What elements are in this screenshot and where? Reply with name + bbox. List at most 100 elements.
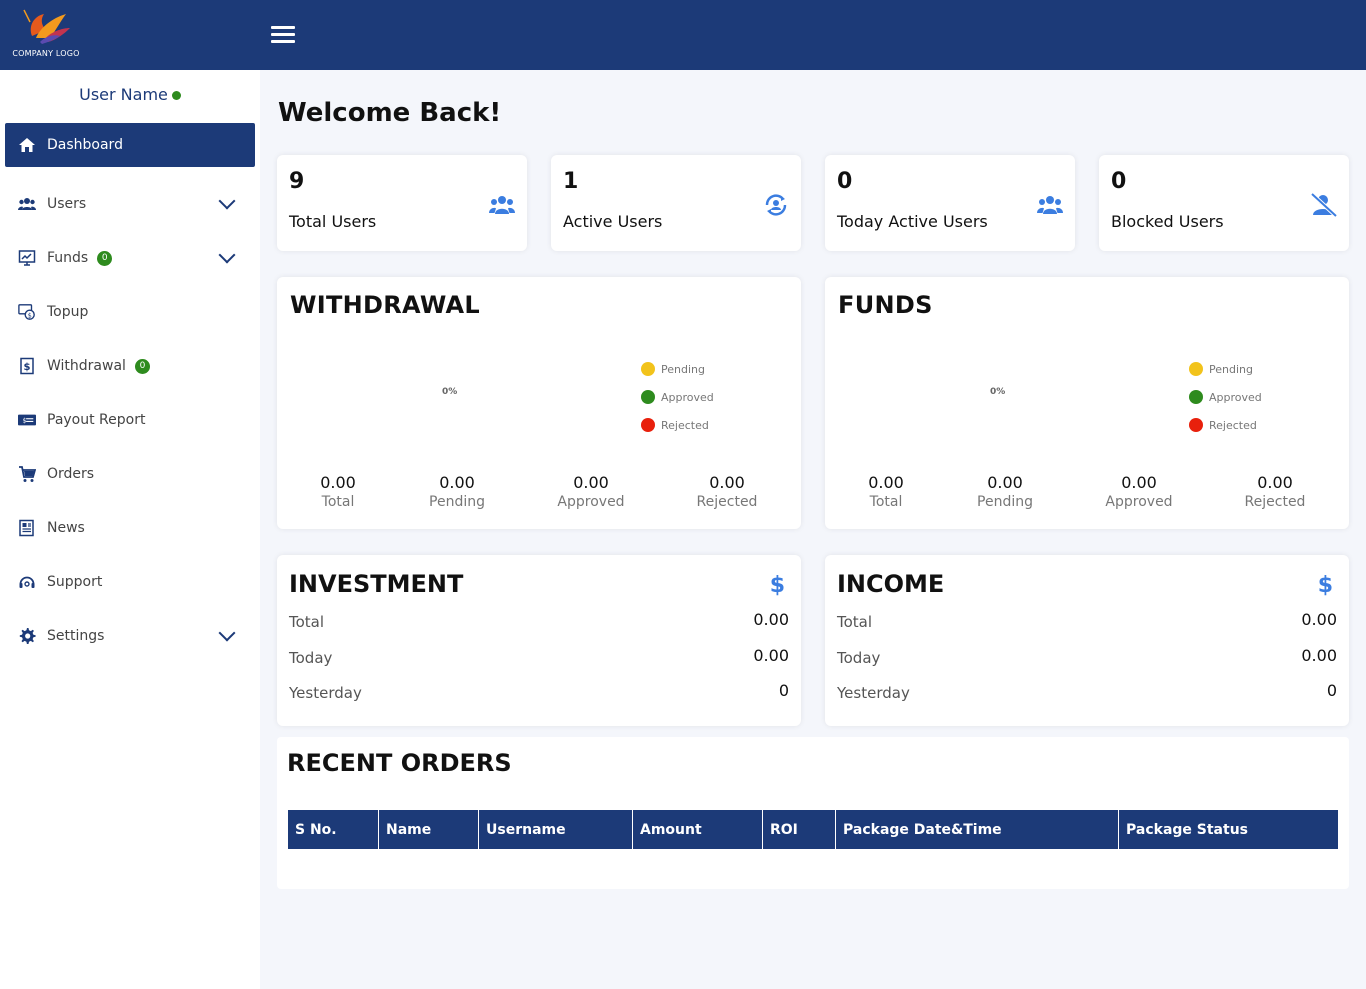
sidebar-item-news[interactable]: News [5,501,255,555]
withdrawal-title: WITHDRAWAL [290,291,481,319]
summary-total: 0.00 Total [836,473,936,510]
legend-item-approved[interactable]: Approved [641,383,714,411]
investment-row-today: Today 0.00 [289,646,789,669]
news-icon [18,519,36,537]
sidebar-item-orders[interactable]: Orders [5,447,255,501]
topup-icon: $ [18,303,36,321]
summary-value: 0.00 [709,473,745,492]
logo-text: COMPANY LOGO [12,49,80,58]
sidebar-item-dashboard[interactable]: Dashboard [5,123,255,167]
withdrawal-summary: 0.00 Total 0.00 Pending 0.00 Approved 0.00 R… [277,473,801,513]
sidebar-item-users[interactable]: Users [5,177,255,231]
column-header-package-status[interactable]: Package Status [1118,809,1339,850]
sidebar-item-label: Users [47,196,87,212]
sidebar-item-label: News [47,520,85,536]
summary-value: 0.00 [1257,473,1293,492]
chevron-down-icon [218,624,236,642]
sidebar-item-label: Settings [47,628,105,644]
column-header-package-date[interactable]: Package Date&Time [835,809,1119,850]
sidebar-item-label: Support [47,574,103,590]
sidebar-item-support[interactable]: Support [5,555,255,609]
investment-card: INVESTMENT $ Total 0.00 Today 0.00 Yesterd… [277,555,801,726]
hamburger-line [271,26,295,29]
column-header-name[interactable]: Name [378,809,479,850]
funds-donut-label: 0% [990,387,1006,397]
sidebar-nav: Dashboard Users Funds 0 $ Topup $ [5,123,255,663]
summary-total: 0.00 Total [288,473,388,510]
summary-value: 0.00 [868,473,904,492]
home-icon [18,136,36,154]
row-value: 0.00 [1301,646,1337,665]
summary-label: Pending [429,494,485,510]
sidebar-item-settings[interactable]: Settings [5,609,255,663]
legend-label: Rejected [1209,418,1257,432]
gear-icon [18,627,36,645]
row-label: Total [289,613,325,631]
funds-badge: 0 [97,250,113,266]
sidebar-item-topup[interactable]: $ Topup [5,285,255,339]
menu-toggle-button[interactable] [271,26,295,44]
summary-label: Pending [977,494,1033,510]
stat-card-total-users[interactable]: 9 Total Users [277,155,527,251]
row-label: Yesterday [837,684,910,702]
column-header-sno[interactable]: S No. [287,809,379,850]
legend-item-approved[interactable]: Approved [1189,383,1262,411]
company-logo[interactable]: COMPANY LOGO [10,8,82,62]
legend-label: Rejected [661,418,709,432]
stat-label: Blocked Users [1111,212,1224,231]
sidebar-item-payout-report[interactable]: $ Payout Report [5,393,255,447]
blocked-user-icon [1311,193,1337,217]
sidebar-item-label: Topup [47,304,89,320]
investment-title: INVESTMENT [289,570,464,598]
funds-title: FUNDS [838,291,933,319]
legend-swatch [1189,418,1203,432]
stat-label: Today Active Users [837,212,988,231]
svg-text:$: $ [24,362,31,373]
summary-pending: 0.00 Pending [407,473,507,510]
column-header-username[interactable]: Username [478,809,633,850]
summary-value: 0.00 [1121,473,1157,492]
investment-row-yesterday: Yesterday 0 [289,681,789,704]
withdrawal-badge: 0 [134,358,150,374]
support-icon [18,573,36,591]
summary-value: 0.00 [573,473,609,492]
stat-card-active-users[interactable]: 1 Active Users [551,155,801,251]
legend-item-pending[interactable]: Pending [641,355,714,383]
users-icon [489,196,515,214]
summary-label: Approved [557,494,625,510]
online-status-dot [171,91,181,100]
investment-row-total: Total 0.00 [289,610,789,633]
row-value: 0.00 [1301,610,1337,629]
sidebar: User Name Dashboard Users Funds 0 $ [0,70,260,989]
summary-label: Total [321,494,355,510]
table-header-row: S No. Name Username Amount ROI Package D… [287,809,1339,850]
sidebar-item-withdrawal[interactable]: $ Withdrawal 0 [5,339,255,393]
sidebar-item-funds[interactable]: Funds 0 [5,231,255,285]
user-name[interactable]: User Name [0,85,260,104]
funds-card: FUNDS 0% Pending Approved Rejected 0.00 T… [825,277,1349,529]
summary-approved: 0.00 Approved [1089,473,1189,510]
recent-orders-title: RECENT ORDERS [287,749,512,777]
page-title: Welcome Back! [278,98,502,128]
column-header-roi[interactable]: ROI [762,809,836,850]
legend-item-rejected[interactable]: Rejected [1189,411,1262,439]
stat-value: 9 [289,169,305,194]
payout-icon: $ [18,411,36,429]
legend-item-pending[interactable]: Pending [1189,355,1262,383]
funds-icon [18,249,36,267]
chevron-down-icon [218,192,236,210]
row-label: Total [837,613,873,631]
stat-card-blocked-users[interactable]: 0 Blocked Users [1099,155,1349,251]
summary-label: Rejected [1244,494,1306,510]
active-user-icon [765,194,787,216]
row-value: 0 [778,681,789,700]
summary-value: 0.00 [320,473,356,492]
stat-card-today-active-users[interactable]: 0 Today Active Users [825,155,1075,251]
column-header-amount[interactable]: Amount [632,809,763,850]
top-bar: COMPANY LOGO [0,0,1366,70]
users-icon [1037,196,1063,214]
row-value: 0.00 [753,610,789,629]
legend-item-rejected[interactable]: Rejected [641,411,714,439]
users-icon [18,195,36,213]
dollar-icon: $ [769,573,785,598]
